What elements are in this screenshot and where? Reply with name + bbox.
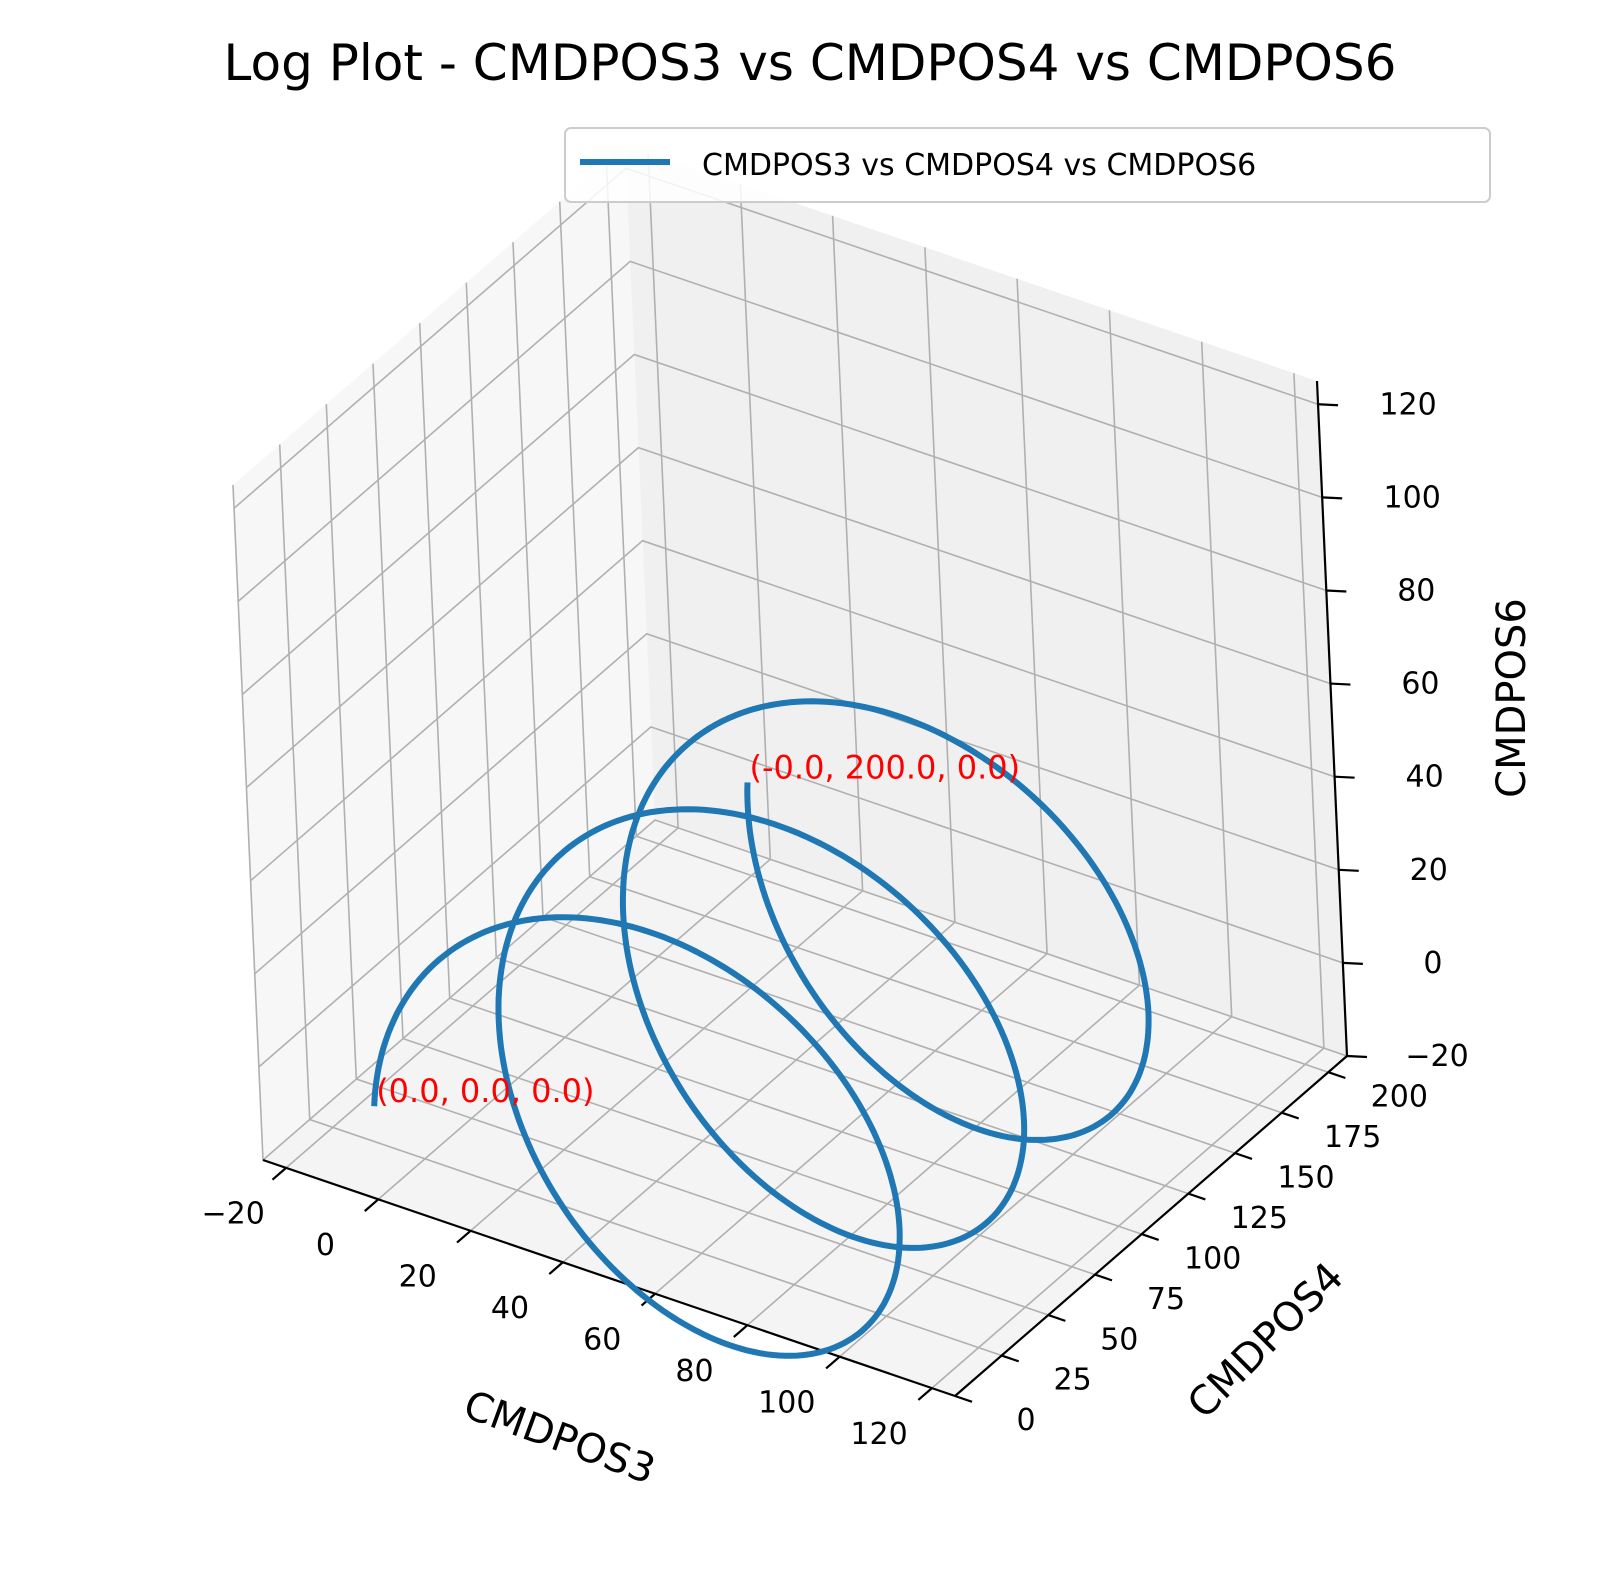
x-tick-mark bbox=[917, 1387, 933, 1401]
x-tick-label: 40 bbox=[491, 1291, 529, 1326]
z-tick-mark bbox=[1330, 682, 1351, 686]
z-tick-mark bbox=[1326, 589, 1347, 593]
y-tick-label: 200 bbox=[1371, 1079, 1428, 1114]
y-tick-mark bbox=[1094, 1273, 1113, 1282]
pane-y bbox=[625, 145, 1347, 1056]
y-tick-label: 25 bbox=[1054, 1363, 1092, 1398]
z-tick-label: 80 bbox=[1397, 573, 1435, 608]
grid-line-z bbox=[241, 353, 1327, 696]
point-annotation: (-0.0, 200.0, 0.0) bbox=[750, 748, 1021, 786]
y-tick-mark bbox=[1187, 1192, 1206, 1201]
z-tick-label: 0 bbox=[1423, 946, 1442, 981]
y-tick-mark bbox=[954, 1394, 973, 1403]
z-axis-label: CMDPOS6 bbox=[1489, 598, 1535, 798]
series-layer bbox=[371, 698, 1152, 1359]
grid-line-z bbox=[254, 632, 1339, 975]
y-tick-label: 175 bbox=[1324, 1120, 1381, 1155]
z-tick-label: 20 bbox=[1410, 853, 1448, 888]
y-axis-label: CMDPOS4 bbox=[1179, 1254, 1353, 1428]
x-tick-label: 120 bbox=[850, 1417, 907, 1452]
z-tick-mark bbox=[1346, 1054, 1368, 1059]
x-tick-mark bbox=[548, 1261, 564, 1275]
x-tick-mark bbox=[364, 1198, 380, 1212]
point-annotation: (0.0, 0.0, 0.0) bbox=[376, 1072, 594, 1110]
grid-line-z bbox=[262, 819, 1348, 1161]
x-tick-mark bbox=[456, 1229, 472, 1244]
x-tick-mark bbox=[733, 1324, 749, 1338]
x-tick-label: 20 bbox=[399, 1260, 437, 1295]
x-tick-label: 0 bbox=[316, 1228, 335, 1263]
x-tick-label: −20 bbox=[202, 1197, 265, 1232]
y-tick-mark bbox=[1327, 1071, 1346, 1080]
y-tick-label: 125 bbox=[1231, 1201, 1288, 1236]
legend-box bbox=[564, 127, 1491, 203]
z-tick-mark bbox=[1342, 961, 1363, 965]
grid-line-z bbox=[245, 446, 1331, 789]
x-tick-label: 100 bbox=[758, 1386, 815, 1421]
z-tick-label: 60 bbox=[1401, 667, 1439, 702]
z-tick-mark bbox=[1322, 496, 1343, 500]
z-tick-mark bbox=[1338, 868, 1359, 872]
grid-line-z bbox=[237, 260, 1323, 603]
z-tick-mark bbox=[1334, 775, 1355, 779]
chart-title: Log Plot - CMDPOS3 vs CMDPOS4 vs CMDPOS6 bbox=[224, 34, 1397, 92]
y-tick-mark bbox=[1001, 1354, 1020, 1363]
y-tick-mark bbox=[1047, 1314, 1066, 1322]
z-tick-label: 100 bbox=[1384, 480, 1441, 515]
y-tick-mark bbox=[1281, 1111, 1300, 1120]
y-tick-mark bbox=[1234, 1152, 1253, 1160]
y-tick-label: 50 bbox=[1100, 1322, 1138, 1357]
series-line bbox=[371, 698, 1152, 1359]
z-tick-mark bbox=[1317, 403, 1339, 407]
x-axis-label: CMDPOS3 bbox=[458, 1382, 661, 1494]
y-tick-label: 0 bbox=[1016, 1403, 1035, 1438]
legend: CMDPOS3 vs CMDPOS4 vs CMDPOS6 bbox=[564, 127, 1491, 203]
y-tick-mark bbox=[1141, 1233, 1160, 1241]
grid-line-z bbox=[250, 539, 1335, 882]
x-tick-mark bbox=[271, 1167, 287, 1181]
z-tick-label: 120 bbox=[1379, 387, 1436, 422]
y-tick-label: 100 bbox=[1184, 1241, 1241, 1276]
x-tick-label: 80 bbox=[675, 1354, 713, 1389]
z-tick-label: 40 bbox=[1405, 760, 1443, 795]
z-axis-line bbox=[1315, 380, 1349, 1057]
grid-line-z bbox=[258, 725, 1344, 1068]
annotations: (0.0, 0.0, 0.0) (-0.0, 200.0, 0.0) bbox=[376, 748, 1020, 1110]
legend-entry: CMDPOS3 vs CMDPOS4 vs CMDPOS6 bbox=[702, 148, 1256, 183]
z-tick-label: −20 bbox=[1405, 1039, 1468, 1074]
pane-x bbox=[233, 145, 655, 1160]
x-tick-label: 60 bbox=[583, 1323, 621, 1358]
y-tick-label: 150 bbox=[1277, 1160, 1334, 1195]
y-tick-label: 75 bbox=[1147, 1282, 1185, 1317]
x-tick-mark bbox=[825, 1355, 841, 1370]
